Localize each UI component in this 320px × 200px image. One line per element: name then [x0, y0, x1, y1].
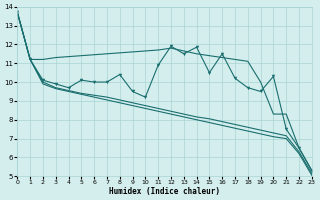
X-axis label: Humidex (Indice chaleur): Humidex (Indice chaleur) [109, 187, 220, 196]
